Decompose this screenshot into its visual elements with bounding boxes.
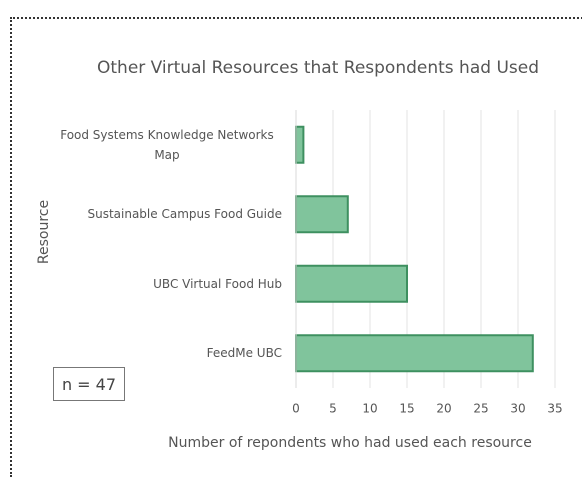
annotation: n = 47 [53, 367, 125, 401]
category-label-box: FeedMe UBC [207, 343, 282, 363]
x-axis-label: Number of repondents who had used each r… [168, 435, 532, 451]
page: Other Virtual Resources that Respondents… [10, 17, 582, 477]
chart-title: Other Virtual Resources that Respondents… [97, 58, 539, 78]
x-tick-label: 25 [473, 402, 488, 416]
category-label-box: UBC Virtual Food Hub [153, 274, 282, 294]
bar [295, 195, 349, 234]
x-tick-label: 30 [510, 402, 525, 416]
y-tick-label: UBC Virtual Food Hub [153, 276, 282, 291]
category-label-box: Sustainable Campus Food Guide [87, 204, 282, 224]
x-tick-label: 5 [329, 402, 337, 416]
y-tick-label: Sustainable Campus Food Guide [87, 207, 282, 222]
y-tick-label: FeedMe UBC [206, 346, 282, 361]
bar [295, 334, 534, 373]
bar [295, 125, 305, 164]
x-tick-label: 20 [436, 402, 451, 416]
x-tick-label: 0 [292, 402, 300, 416]
x-tick-label: 35 [547, 402, 562, 416]
chart: Other Virtual Resources that Respondents… [36, 58, 563, 451]
category-label-box: Food Systems Knowledge Networks Map [52, 125, 282, 165]
dotted-frame [10, 17, 582, 477]
y-axis-label: Resource [36, 200, 52, 264]
bar [295, 264, 408, 303]
y-tick-label: Food Systems Knowledge Networks Map [60, 127, 274, 162]
x-tick-label: 10 [362, 402, 377, 416]
x-tick-label: 15 [399, 402, 414, 416]
